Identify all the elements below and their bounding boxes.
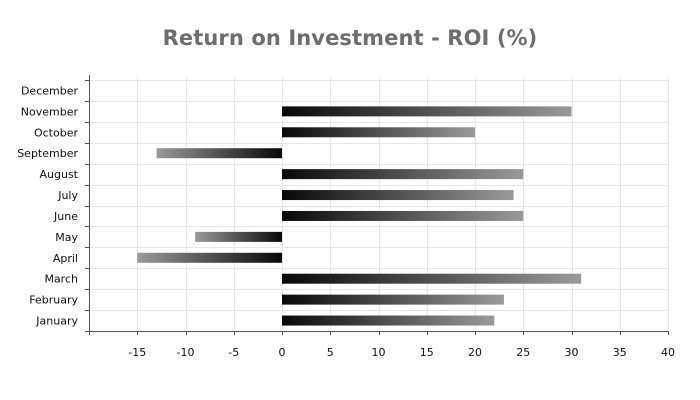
x-tick-labels: -15 -10 -5 0 5 10 15 20 25 30 35 40 bbox=[128, 346, 675, 359]
y-tick-labels: January February March April May June July Augu… bbox=[17, 84, 78, 327]
x-tick-label: 20 bbox=[468, 346, 482, 359]
x-tick-label: 10 bbox=[372, 346, 386, 359]
x-tick-label: 25 bbox=[516, 346, 530, 359]
x-tick-label: -10 bbox=[177, 346, 195, 359]
y-tick-label-august: August bbox=[40, 168, 79, 181]
x-tick-label: 35 bbox=[613, 346, 627, 359]
x-tick-label: 5 bbox=[327, 346, 334, 359]
y-tick-label-october: October bbox=[34, 126, 78, 139]
x-tick-label: 0 bbox=[279, 346, 286, 359]
y-tick-label-may: May bbox=[55, 231, 78, 244]
x-tick-label: -5 bbox=[228, 346, 239, 359]
y-tick-label-july: July bbox=[57, 189, 78, 202]
y-tick-label-december: December bbox=[21, 84, 79, 97]
bars bbox=[137, 106, 582, 326]
y-tick-label-november: November bbox=[21, 105, 79, 118]
x-tick-label: 15 bbox=[420, 346, 434, 359]
bar-june bbox=[282, 210, 524, 221]
bar-september bbox=[156, 148, 282, 159]
bar-november bbox=[282, 106, 572, 117]
y-tick-label-september: September bbox=[17, 147, 78, 160]
y-tick-label-april: April bbox=[53, 252, 78, 265]
x-tick-label: 40 bbox=[661, 346, 675, 359]
bar-april bbox=[137, 252, 282, 263]
x-tick-label: 30 bbox=[565, 346, 579, 359]
y-tick-label-january: January bbox=[35, 315, 78, 328]
y-tick-label-february: February bbox=[29, 294, 78, 307]
bar-july bbox=[282, 190, 514, 201]
bar-may bbox=[195, 231, 282, 242]
y-tick-label-june: June bbox=[53, 210, 78, 223]
bar-october bbox=[282, 127, 475, 138]
y-tick-label-march: March bbox=[44, 273, 78, 286]
bar-january bbox=[282, 315, 495, 326]
bar-august bbox=[282, 169, 524, 180]
x-tick-label: -15 bbox=[128, 346, 146, 359]
chart-title: Return on Investment - ROI (%) bbox=[162, 26, 538, 50]
bar-february bbox=[282, 294, 504, 305]
axes bbox=[85, 75, 669, 335]
bar-march bbox=[282, 273, 582, 284]
